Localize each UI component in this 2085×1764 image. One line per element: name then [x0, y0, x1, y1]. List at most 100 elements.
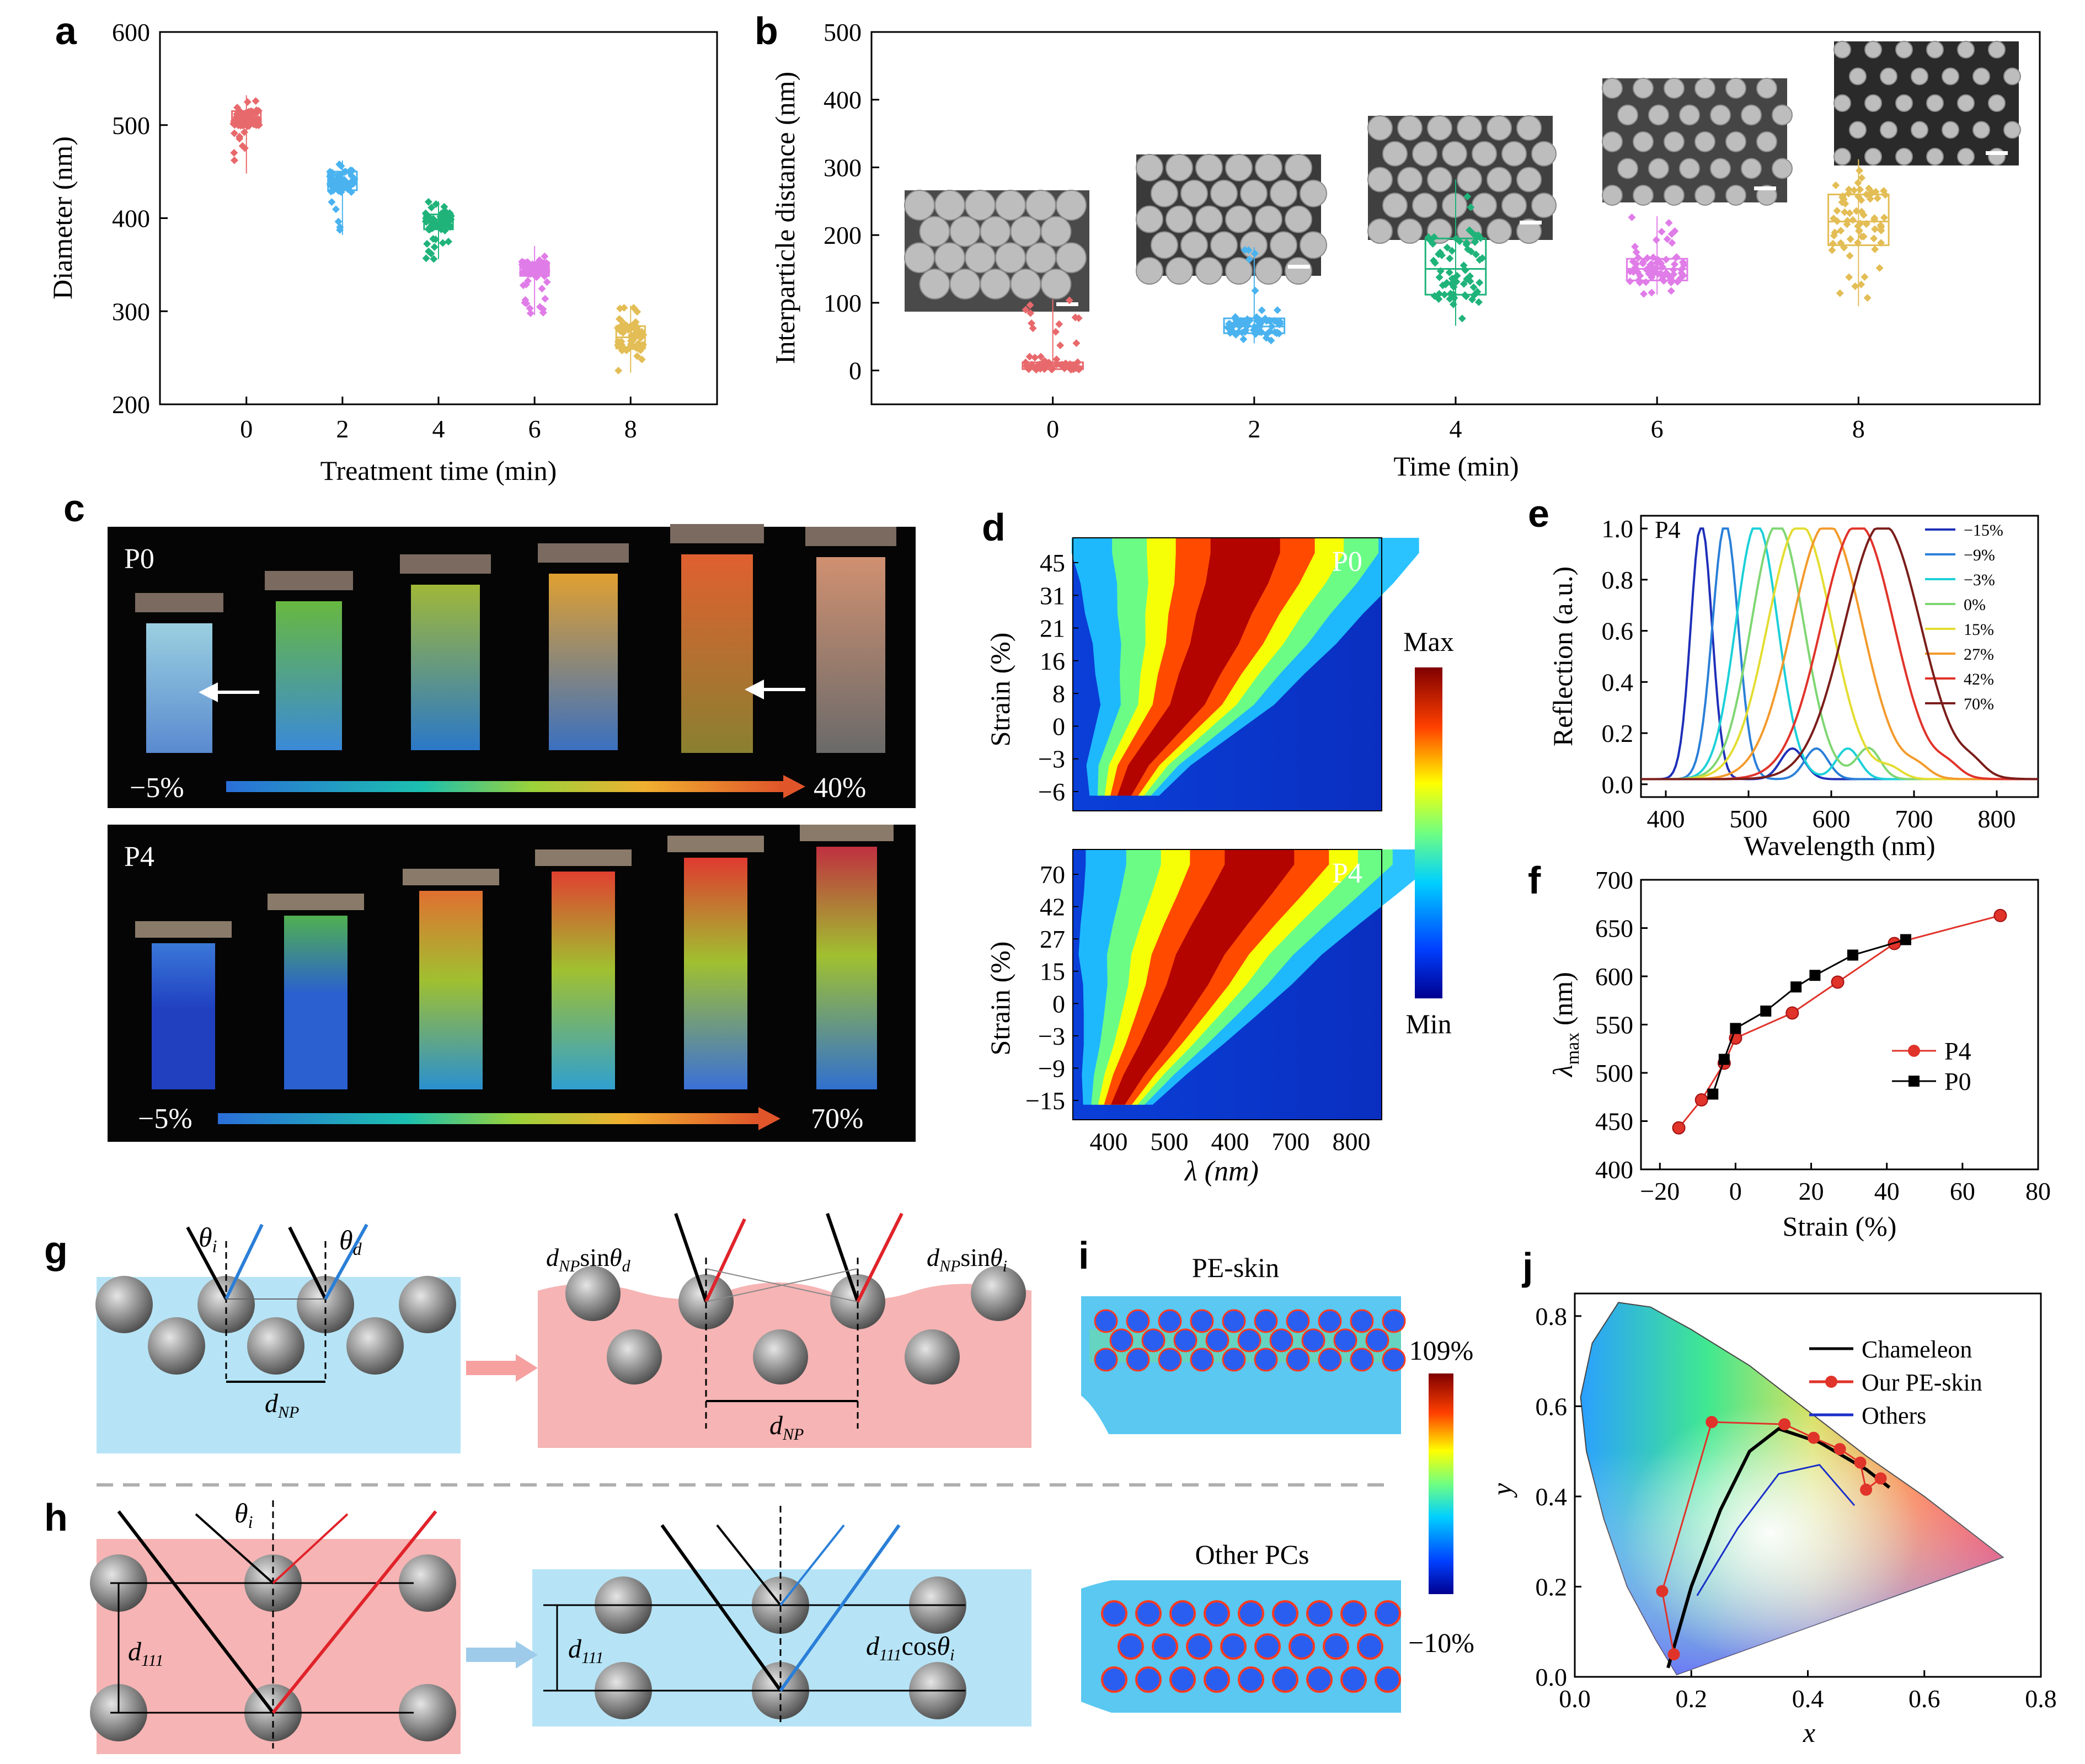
data-point — [526, 304, 534, 313]
data-point — [1665, 219, 1673, 227]
data-point — [1458, 314, 1466, 323]
field-particle — [1254, 1348, 1278, 1372]
sem-particle — [1833, 147, 1851, 165]
data-point — [337, 162, 345, 170]
data-point — [1041, 360, 1049, 368]
colorbar-max-label: Max — [1403, 626, 1454, 657]
field-particle — [1254, 1309, 1278, 1333]
data-point — [1430, 233, 1439, 241]
sem-particle — [1255, 154, 1282, 181]
clamp — [667, 836, 764, 852]
nanoparticle — [399, 1276, 456, 1333]
data-point — [1643, 254, 1651, 262]
sem-particle — [1195, 257, 1223, 285]
y-axis-label-p0: Strain (%) — [985, 633, 1015, 747]
sem-particle — [1942, 67, 1959, 85]
x-tick-label: 400 — [1090, 1127, 1128, 1156]
data-point — [1667, 1648, 1680, 1661]
data-point — [1845, 273, 1853, 281]
y-tick-label: −3 — [1038, 745, 1065, 773]
data-point — [430, 243, 439, 251]
sem-particle — [1926, 41, 1944, 58]
x-tick-label: 0.8 — [2025, 1685, 2057, 1713]
nanoparticle — [399, 1554, 456, 1612]
y-tick-label: 400 — [824, 86, 862, 114]
clamp — [800, 825, 894, 841]
y-tick-label: 31 — [1040, 581, 1065, 610]
sem-particle — [1472, 141, 1497, 167]
series-line — [1712, 939, 1906, 1094]
nanoparticle — [148, 1317, 205, 1375]
field-particle — [1375, 1600, 1401, 1627]
sem-particle — [1397, 218, 1423, 244]
data-point — [1778, 1418, 1791, 1431]
data-point — [1854, 193, 1863, 201]
data-point — [614, 366, 623, 375]
data-point — [334, 217, 343, 226]
data-point — [1829, 239, 1837, 248]
sem-particle — [1648, 158, 1669, 179]
data-point — [1631, 243, 1639, 251]
sample-strip — [816, 557, 885, 753]
data-point — [1840, 243, 1848, 252]
data-point — [230, 149, 238, 157]
data-point — [326, 181, 334, 189]
sem-particle — [1849, 121, 1867, 139]
data-point — [1631, 264, 1639, 272]
data-point — [1694, 1093, 1708, 1106]
field-particle — [1152, 1633, 1178, 1660]
plot-frame — [1640, 879, 2039, 1170]
field-particle — [1306, 1666, 1333, 1693]
data-point — [248, 114, 256, 122]
sem-particle — [1957, 94, 1975, 112]
field-particle — [1340, 1666, 1367, 1693]
x-tick-label: 6 — [528, 415, 541, 443]
panel-i-field-maps: PE-skin Other PCs 109% −10% — [1081, 1252, 1474, 1713]
data-point — [1856, 185, 1864, 194]
panel-label-g: g — [44, 1228, 68, 1271]
sem-particle — [1664, 78, 1685, 99]
x-tick-label: 400 — [1211, 1127, 1249, 1156]
sem-inset-8min — [1833, 41, 2021, 165]
field-particle — [1094, 1309, 1118, 1333]
sem-particle — [1633, 78, 1654, 99]
data-point — [523, 277, 532, 285]
data-point — [230, 117, 238, 125]
data-point — [248, 108, 256, 116]
data-point — [340, 178, 348, 186]
sample-strip — [816, 847, 877, 1089]
data-point — [1838, 194, 1847, 202]
sample-strip — [549, 574, 618, 750]
data-point — [526, 309, 534, 317]
clamp — [135, 593, 223, 612]
data-point — [1639, 258, 1647, 266]
scale-start-p0: −5% — [130, 772, 184, 804]
x-tick-label: 0 — [1046, 415, 1059, 443]
sem-particle — [1988, 94, 2006, 112]
data-point — [639, 340, 648, 349]
data-point — [1656, 1585, 1669, 1597]
data-point — [429, 235, 437, 243]
data-point — [541, 252, 549, 260]
x-tick-label: 40 — [1874, 1177, 1900, 1205]
series-line — [1696, 1464, 1856, 1596]
data-point — [1640, 290, 1648, 298]
y-tick-label: 0.6 — [1536, 1392, 1568, 1420]
data-point — [1674, 277, 1682, 286]
sem-particle — [1501, 193, 1527, 218]
strain-scale-bar-p0 — [226, 781, 783, 792]
sem-particle — [1472, 193, 1497, 218]
panel-d-heatmaps: 45 31 21 16 8 0 −3 −6 70 42 27 15 0 −3 −9 −15 400 500 400… — [985, 537, 1454, 1187]
data-point — [1267, 336, 1275, 345]
data-point — [1851, 282, 1859, 290]
field-particle — [1126, 1309, 1150, 1333]
data-point — [617, 317, 626, 325]
data-point — [1718, 1054, 1730, 1065]
y-tick-label: 0 — [1052, 712, 1065, 740]
data-point — [1226, 320, 1234, 328]
sem-particle — [1957, 41, 1975, 58]
y-axis-label-p4: Strain (%) — [985, 942, 1015, 1056]
data-point — [1629, 258, 1637, 266]
sem-particle — [1633, 184, 1654, 206]
data-point — [437, 222, 445, 230]
